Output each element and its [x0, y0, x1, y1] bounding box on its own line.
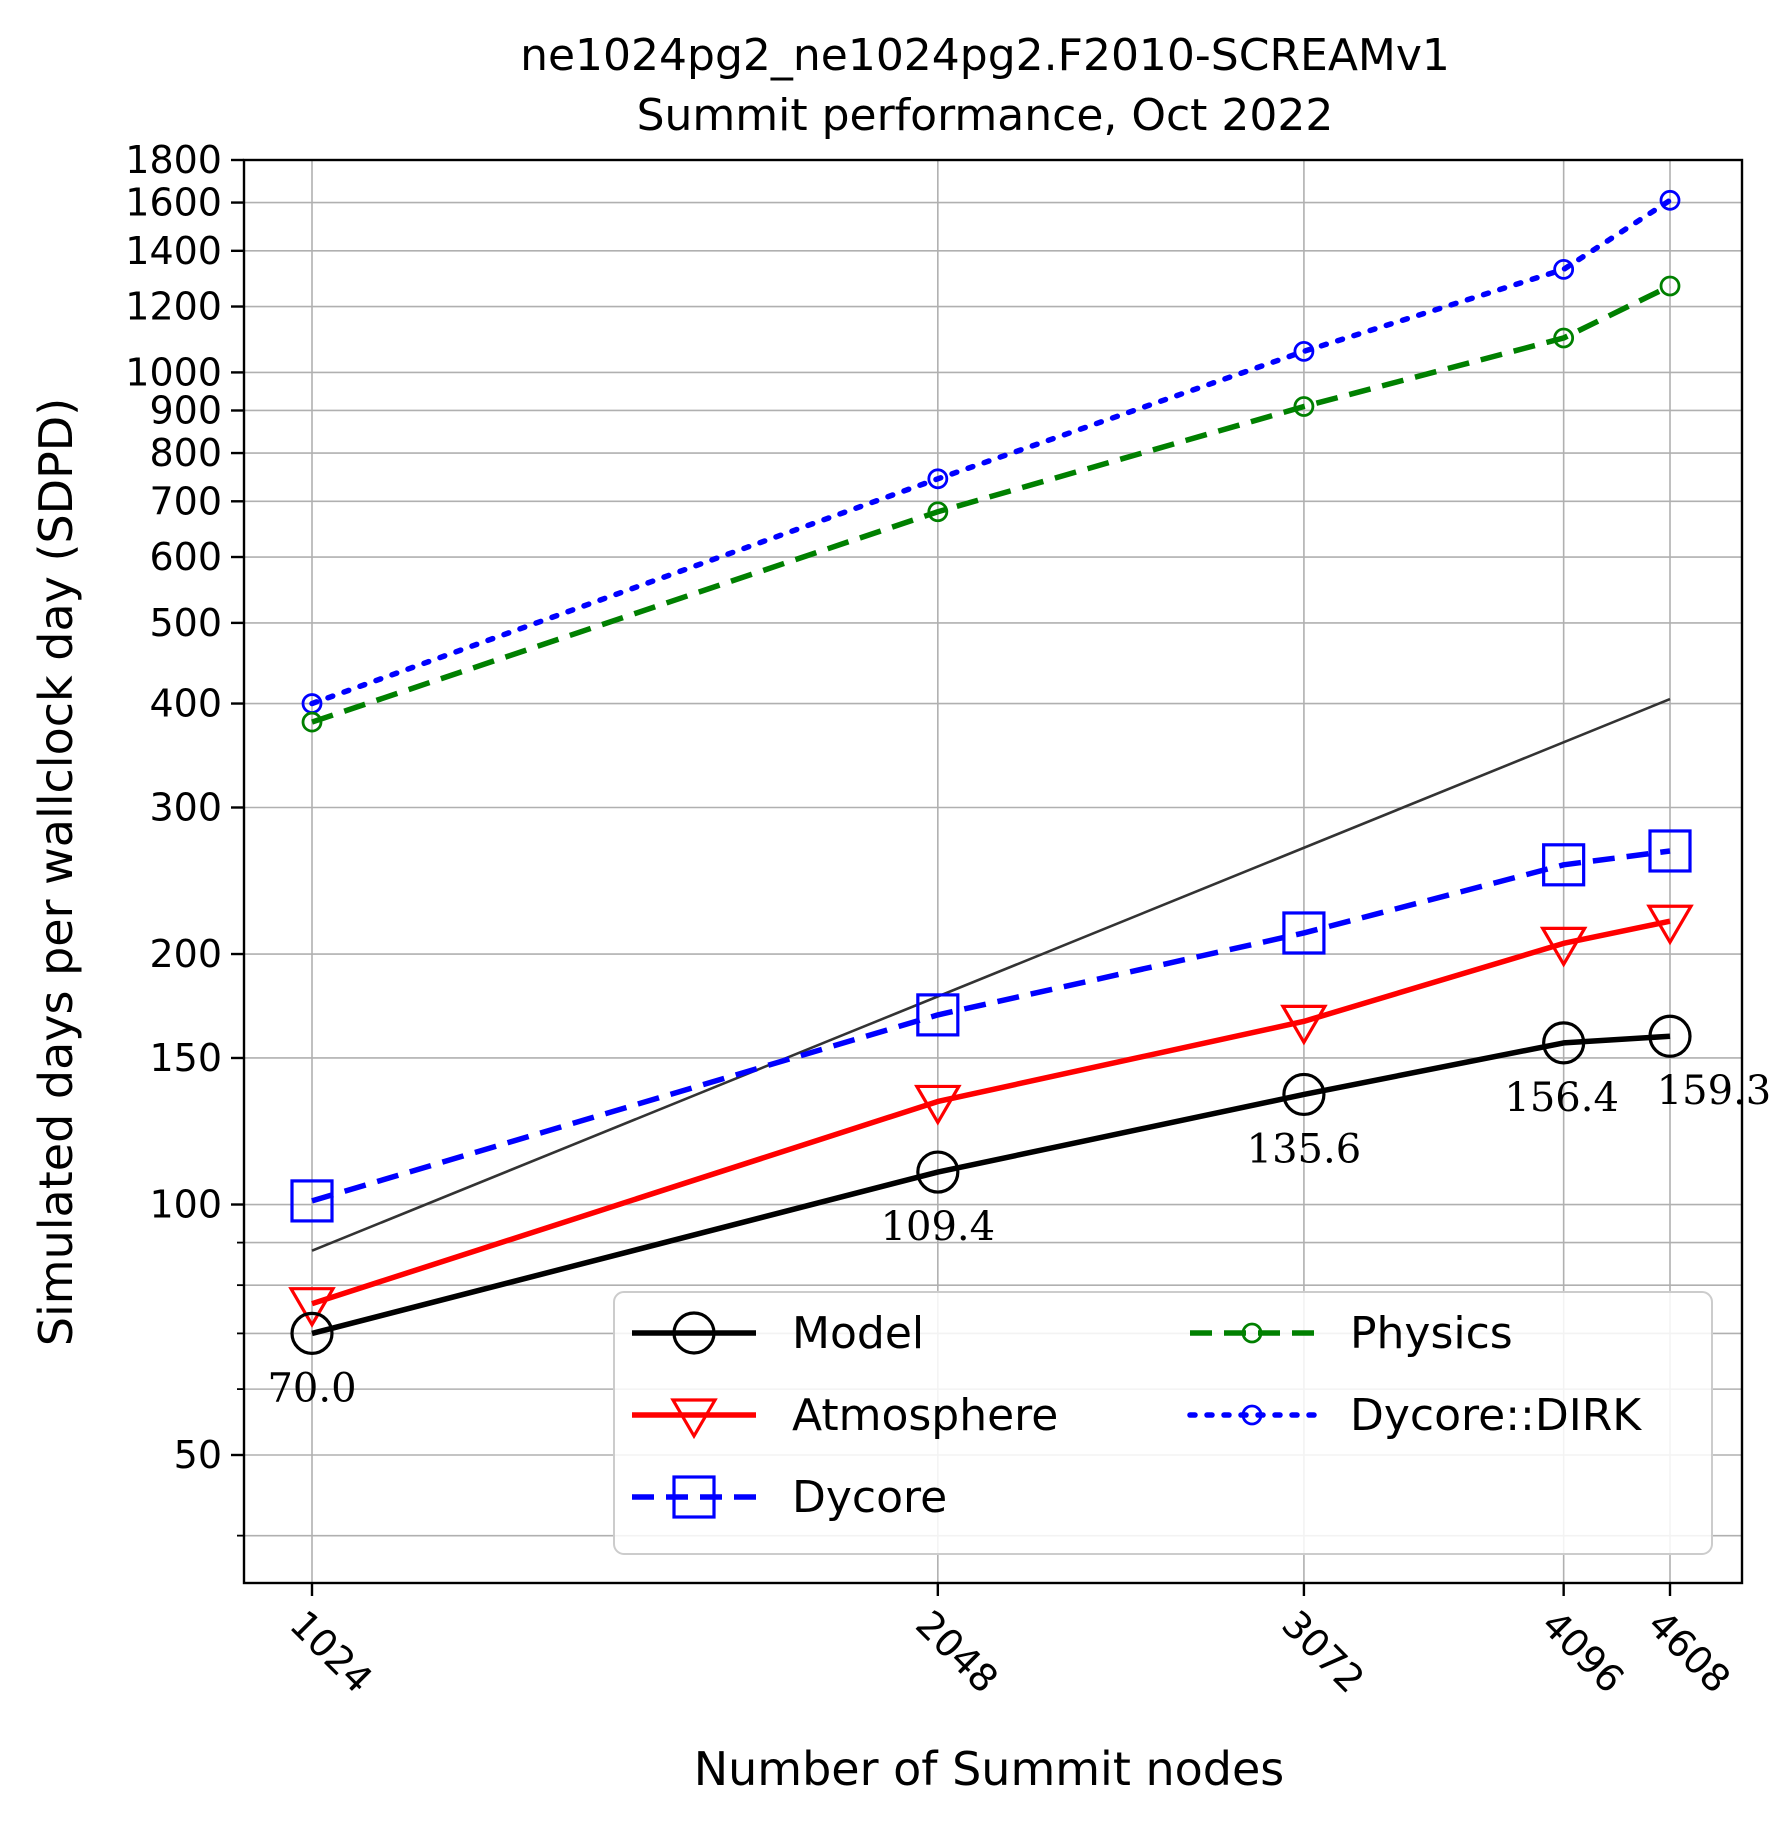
y-tick-label: 900 [149, 388, 222, 432]
y-tick-label: 500 [149, 601, 222, 645]
legend-item: Physics [1190, 1308, 1513, 1359]
y-tick-label: 100 [149, 1183, 222, 1227]
data-point [1282, 911, 1326, 955]
data-label: 135.6 [1247, 1126, 1362, 1172]
y-tick-label: 700 [149, 479, 222, 523]
series-physics [301, 275, 1681, 733]
reference-line-layer [311, 697, 1671, 1252]
data-point [916, 1150, 960, 1194]
data-point [1293, 396, 1315, 417]
data-point [1659, 189, 1681, 211]
data-label: 159.3 [1657, 1068, 1770, 1114]
data-point [1553, 258, 1575, 280]
legend-item: Dycore::DIRK [1187, 1390, 1642, 1441]
legend-box [613, 1291, 1713, 1555]
y-tick-label: 800 [149, 431, 222, 475]
chart-title: ne1024pg2_ne1024pg2.F2010-SCREAMv1 [520, 30, 1450, 81]
data-point [1553, 327, 1575, 349]
legend-marker [1241, 1322, 1263, 1344]
y-tick-label: 400 [149, 682, 222, 726]
reference-line [311, 697, 1671, 1252]
data-point [1648, 1014, 1692, 1058]
legend-marker [672, 1311, 716, 1355]
data-point [1648, 829, 1692, 873]
series-line [311, 283, 1672, 725]
plot-frame [242, 158, 1744, 1585]
data-point [916, 993, 960, 1037]
data-point [914, 1084, 962, 1126]
legend-label: Dycore::DIRK [1350, 1390, 1642, 1441]
data-label: 70.0 [267, 1365, 356, 1411]
data-point [1282, 1072, 1326, 1117]
legend-label: Atmosphere [792, 1390, 1058, 1441]
data-point [288, 1287, 336, 1328]
legend-marker [670, 1398, 718, 1440]
data-point [927, 501, 949, 523]
legend-label: Model [792, 1308, 924, 1359]
y-tick-label: 50 [174, 1433, 222, 1477]
data-label: 156.4 [1504, 1075, 1619, 1121]
y-tick-label: 600 [149, 535, 222, 579]
data-point [1542, 1021, 1586, 1065]
series-line [311, 848, 1671, 1204]
data-point [1646, 904, 1694, 946]
data-point [301, 711, 323, 733]
series-line [311, 918, 1671, 1307]
data-point [927, 468, 949, 490]
y-tick-label: 200 [149, 932, 222, 976]
legend-item: Model [632, 1308, 924, 1359]
legend-item: Atmosphere [632, 1390, 1058, 1441]
x-axis-label: Number of Summit nodes [694, 1742, 1285, 1796]
y-axis-label: Simulated days per wallclock day (SDPD) [29, 398, 83, 1346]
data-point [1539, 926, 1588, 968]
series-layer [288, 189, 1694, 1356]
legend-item: Dycore [632, 1472, 947, 1523]
series-model [290, 1014, 1692, 1356]
legend-label: Physics [1350, 1308, 1513, 1359]
series-line [311, 1033, 1671, 1337]
y-tick-label: 1400 [125, 229, 222, 273]
legend-label: Dycore [792, 1472, 947, 1523]
series-atmosphere [288, 904, 1694, 1328]
chart-subtitle: Summit performance, Oct 2022 [637, 90, 1334, 141]
data-point [1280, 1004, 1328, 1046]
data-labels: 70.0 109.4 135.6 156.4 159.3 [267, 1068, 1770, 1411]
y-tick-label: 150 [149, 1036, 222, 1080]
data-point [290, 1179, 334, 1223]
data-label: 109.4 [881, 1204, 996, 1250]
data-point [1542, 843, 1586, 887]
data-point [1293, 340, 1315, 362]
y-tick-label: 300 [149, 786, 222, 830]
y-tick-label: 1600 [125, 181, 222, 225]
data-point [290, 1311, 334, 1356]
y-tick-label: 1800 [125, 138, 222, 182]
y-tick-label: 1000 [125, 350, 222, 394]
legend-marker [672, 1475, 716, 1519]
series-dycore [290, 829, 1692, 1223]
data-point [1659, 275, 1681, 297]
legend-marker [1241, 1404, 1263, 1426]
y-tick-label: 1200 [125, 285, 222, 329]
series-line [309, 197, 1673, 707]
